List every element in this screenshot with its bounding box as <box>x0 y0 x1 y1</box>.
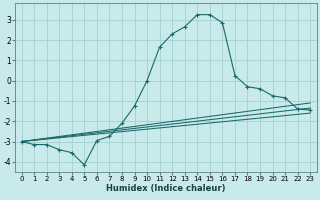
X-axis label: Humidex (Indice chaleur): Humidex (Indice chaleur) <box>106 184 226 193</box>
